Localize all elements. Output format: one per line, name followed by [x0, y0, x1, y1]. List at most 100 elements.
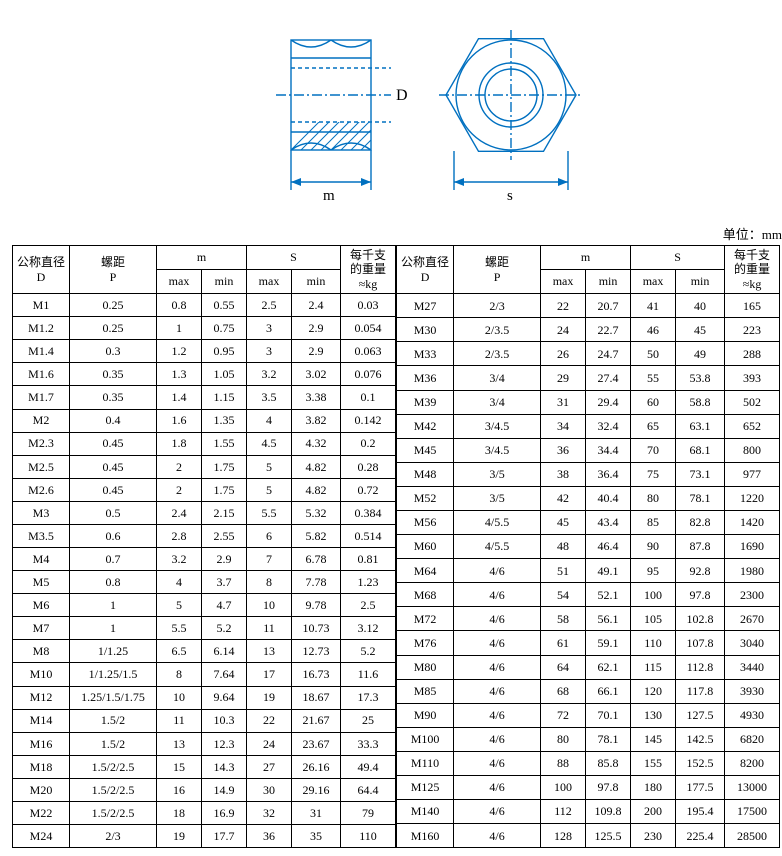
table-cell: 4.82: [292, 455, 341, 478]
table-cell: M1.4: [13, 340, 70, 363]
table-cell: 2.15: [202, 501, 247, 524]
table-cell: 0.076: [341, 363, 396, 386]
table-cell: M12: [13, 686, 70, 709]
table-cell: M80: [397, 655, 454, 679]
table-cell: 9.78: [292, 594, 341, 617]
table-cell: 24: [247, 732, 292, 755]
table-cell: M56: [397, 511, 454, 535]
table-cell: 68.1: [676, 438, 725, 462]
table-cell: 120: [631, 679, 676, 703]
table-cell: 0.054: [341, 317, 396, 340]
spec-tables: 公称直径D 螺距P m S 每千支的重量≈kg max min max min …: [10, 245, 782, 846]
table-cell: 3/5: [454, 462, 541, 486]
table-cell: 40.4: [586, 486, 631, 510]
table-cell: 85.8: [586, 751, 631, 775]
th-m: m: [541, 246, 631, 270]
table-row: M363/42927.45553.8393: [397, 366, 780, 390]
table-cell: M52: [397, 486, 454, 510]
table-row: M30.52.42.155.55.320.384: [13, 501, 396, 524]
table-cell: 0.25: [70, 294, 157, 317]
th-s-min: min: [292, 270, 341, 294]
table-cell: 4/6: [454, 824, 541, 848]
th-weight: 每千支的重量≈kg: [341, 246, 396, 294]
table-cell: 107.8: [676, 631, 725, 655]
table-cell: 45: [541, 511, 586, 535]
table-cell: M100: [397, 727, 454, 751]
table-cell: 66.1: [586, 679, 631, 703]
table-cell: 3.12: [341, 617, 396, 640]
table-cell: 3: [247, 317, 292, 340]
table-cell: 10: [157, 686, 202, 709]
table-cell: 79: [341, 801, 396, 824]
table-cell: 70.1: [586, 703, 631, 727]
table-cell: 34: [541, 414, 586, 438]
table-cell: 5.5: [247, 501, 292, 524]
table-cell: 11: [157, 709, 202, 732]
table-cell: 18.67: [292, 686, 341, 709]
table-cell: 0.384: [341, 501, 396, 524]
table-cell: M22: [13, 801, 70, 824]
table-cell: 4/6: [454, 679, 541, 703]
table-cell: 0.3: [70, 340, 157, 363]
table-cell: M72: [397, 607, 454, 631]
table-cell: M5: [13, 571, 70, 594]
table-row: M1004/68078.1145142.56820: [397, 727, 780, 751]
table-cell: 14.3: [202, 755, 247, 778]
table-cell: 1.15: [202, 386, 247, 409]
svg-text:m: m: [323, 188, 335, 204]
table-cell: 4/6: [454, 655, 541, 679]
table-cell: 142.5: [676, 727, 725, 751]
table-cell: 63.1: [676, 414, 725, 438]
table-cell: 16: [157, 778, 202, 801]
table-cell: 2/3: [454, 294, 541, 318]
table-row: M40.73.22.976.780.81: [13, 548, 396, 571]
th-P: 螺距P: [454, 246, 541, 294]
table-cell: 55: [631, 366, 676, 390]
table-cell: 0.95: [202, 340, 247, 363]
table-cell: 25: [341, 709, 396, 732]
table-row: M242/31917.73635110: [13, 824, 396, 847]
table-cell: 36: [541, 438, 586, 462]
unit-label: 单位：mm: [10, 224, 782, 243]
table-cell: M8: [13, 640, 70, 663]
table-cell: 115: [631, 655, 676, 679]
table-cell: 502: [725, 390, 780, 414]
table-cell: M45: [397, 438, 454, 462]
table-cell: 54: [541, 583, 586, 607]
table-cell: 4/5.5: [454, 535, 541, 559]
table-cell: 3.5: [247, 386, 292, 409]
table-cell: 46: [631, 318, 676, 342]
table-row: M453/4.53634.47068.1800: [397, 438, 780, 462]
table-cell: 29.4: [586, 390, 631, 414]
table-cell: M1.6: [13, 363, 70, 386]
th-weight: 每千支的重量≈kg: [725, 246, 780, 294]
table-row: M2.50.4521.7554.820.28: [13, 455, 396, 478]
table-cell: 5.82: [292, 524, 341, 547]
table-cell: 45: [676, 318, 725, 342]
table-cell: M85: [397, 679, 454, 703]
table-cell: 61: [541, 631, 586, 655]
table-cell: 4.7: [202, 594, 247, 617]
table-cell: 102.8: [676, 607, 725, 631]
table-cell: 26: [541, 342, 586, 366]
table-cell: 195.4: [676, 800, 725, 824]
table-cell: 5.2: [202, 617, 247, 640]
table-cell: 7.64: [202, 663, 247, 686]
table-cell: 73.1: [676, 462, 725, 486]
table-cell: 41: [631, 294, 676, 318]
table-cell: 2.9: [292, 340, 341, 363]
table-cell: 3.82: [292, 409, 341, 432]
table-row: M1.70.351.41.153.53.380.1: [13, 386, 396, 409]
table-cell: 2: [157, 478, 202, 501]
table-cell: 8: [247, 571, 292, 594]
table-cell: 1.5/2/2.5: [70, 778, 157, 801]
table-row: M724/65856.1105102.82670: [397, 607, 780, 631]
table-cell: 3/4.5: [454, 414, 541, 438]
table-cell: 27: [247, 755, 292, 778]
table-cell: 105: [631, 607, 676, 631]
table-cell: 1.5/2/2.5: [70, 755, 157, 778]
table-row: M423/4.53432.46563.1652: [397, 414, 780, 438]
table-cell: M20: [13, 778, 70, 801]
table-cell: 2.9: [292, 317, 341, 340]
svg-text:D: D: [396, 87, 408, 104]
